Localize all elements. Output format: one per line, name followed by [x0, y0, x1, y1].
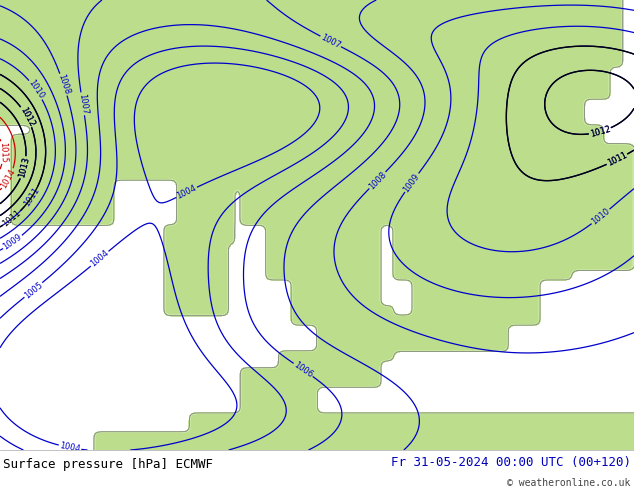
Text: © weatheronline.co.uk: © weatheronline.co.uk [507, 478, 631, 488]
Text: 1008: 1008 [56, 73, 71, 96]
Text: 1012: 1012 [18, 105, 36, 128]
Text: 1011: 1011 [1, 208, 23, 228]
Text: 1015: 1015 [0, 142, 8, 163]
Text: 1014: 1014 [0, 168, 18, 190]
Text: 1007: 1007 [77, 93, 89, 115]
Text: 1012: 1012 [18, 105, 36, 128]
Text: 1010: 1010 [27, 78, 46, 101]
Text: 1004: 1004 [175, 184, 198, 201]
Text: Fr 31-05-2024 00:00 UTC (00+120): Fr 31-05-2024 00:00 UTC (00+120) [391, 456, 631, 469]
Text: 1013: 1013 [17, 156, 31, 179]
Text: 1012: 1012 [589, 124, 611, 139]
Text: 1010: 1010 [590, 206, 612, 227]
Text: 1011: 1011 [605, 151, 628, 168]
Text: 1011: 1011 [605, 151, 628, 168]
Text: 1009: 1009 [1, 233, 24, 252]
Text: Surface pressure [hPa] ECMWF: Surface pressure [hPa] ECMWF [3, 458, 213, 470]
Text: 1005: 1005 [22, 280, 44, 300]
Text: 1004: 1004 [89, 248, 110, 269]
Text: 1006: 1006 [292, 360, 314, 380]
Text: 1009: 1009 [402, 172, 422, 194]
Text: 1008: 1008 [367, 170, 388, 191]
Text: 1004: 1004 [59, 441, 81, 454]
Text: 1012: 1012 [589, 124, 611, 139]
Text: 1011: 1011 [22, 186, 41, 208]
Text: 1007: 1007 [319, 32, 342, 50]
Text: 1013: 1013 [17, 156, 31, 179]
